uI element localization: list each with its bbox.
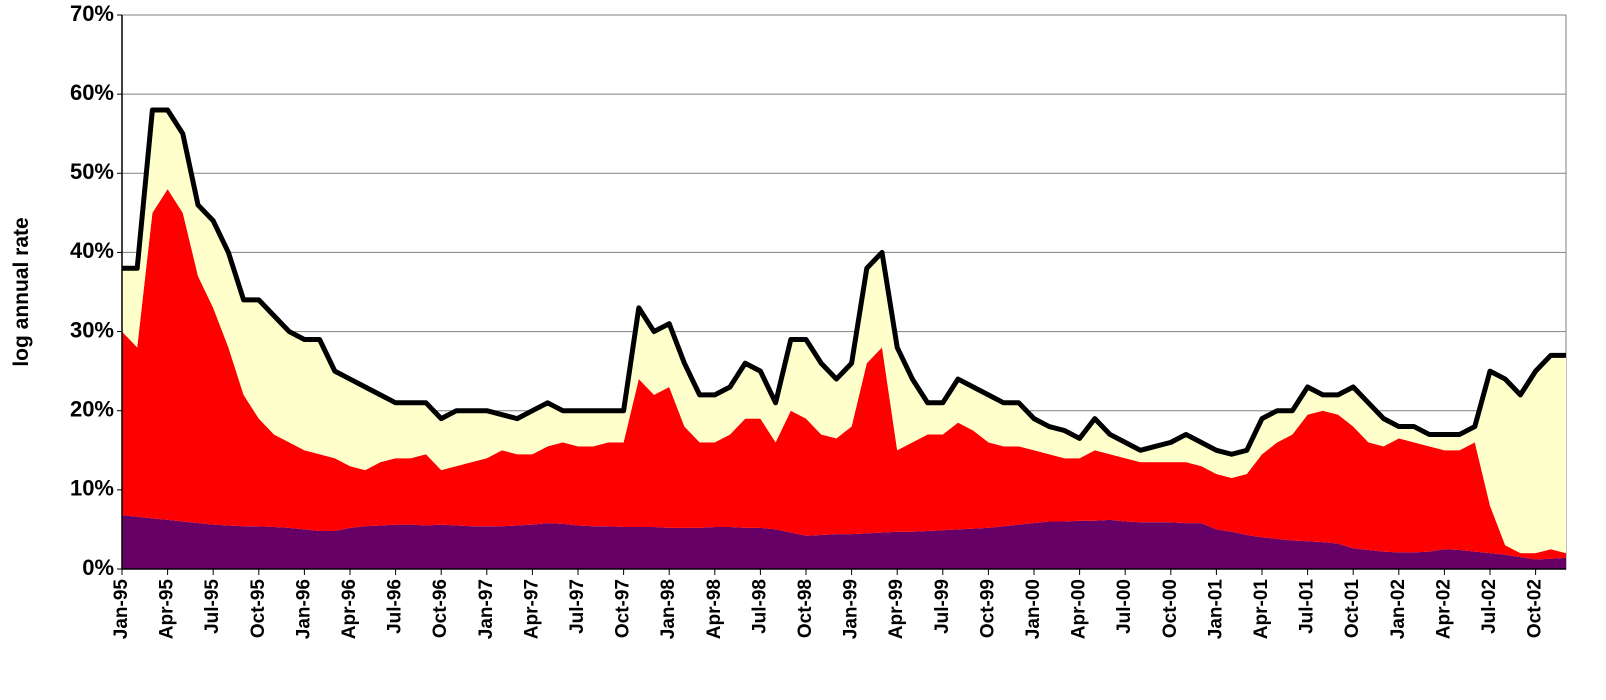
x-tick-label: Apr-02 [1433, 579, 1454, 639]
y-tick-label: 10% [70, 476, 114, 501]
x-tick-label: Oct-99 [977, 579, 998, 638]
total-line [122, 107, 1566, 457]
y-tick-label: 60% [70, 80, 114, 105]
y-axis-title: log annual rate [10, 217, 33, 366]
x-tick-label: Jul-99 [932, 579, 953, 634]
x-tick-label: Jan-95 [111, 579, 132, 640]
x-tick-label: Apr-95 [157, 579, 178, 640]
x-tick-label: Jul-97 [567, 579, 588, 634]
x-tick-label: Apr-97 [521, 579, 542, 639]
area-segment [122, 515, 1566, 569]
x-tick-label: Jan-01 [1205, 579, 1226, 640]
y-tick-label: 30% [70, 317, 114, 342]
y-tick-label: 50% [70, 159, 114, 184]
x-tick-label: Apr-99 [886, 579, 907, 639]
x-tick-label: Oct-00 [1160, 579, 1181, 638]
x-tick-label: Oct-98 [795, 579, 816, 638]
x-tick-label: Jan-97 [476, 579, 497, 639]
x-tick-label: Jan-98 [658, 579, 679, 639]
x-tick-label: Jan-00 [1023, 579, 1044, 639]
x-tick-label: Apr-98 [704, 579, 725, 639]
x-tick-label: Jul-96 [385, 579, 406, 634]
x-tick-label: Apr-96 [339, 579, 360, 639]
area-segment [122, 189, 1566, 560]
y-tick-label: 40% [70, 238, 114, 263]
x-tick-label: Jul-01 [1297, 579, 1318, 634]
y-tick-label: 20% [70, 397, 114, 422]
x-tick-label: Jul-02 [1479, 579, 1500, 634]
x-tick-label: Jan-96 [293, 579, 314, 639]
x-tick-label: Jan-99 [841, 579, 862, 639]
lines [122, 107, 1566, 457]
x-tick-label: Oct-02 [1525, 579, 1546, 638]
x-tick-label: Jan-02 [1388, 579, 1409, 639]
x-tick-label: Oct-01 [1342, 579, 1363, 639]
x-tick-label: Apr-00 [1069, 579, 1090, 639]
y-tick-label: 0% [82, 555, 114, 580]
x-tick-label: Jul-95 [202, 579, 223, 634]
x-tick-label: Jul-00 [1114, 579, 1135, 634]
x-tick-label: Oct-97 [613, 579, 634, 638]
y-tick-label: 70% [70, 1, 114, 26]
x-tick-label: Oct-95 [248, 579, 269, 639]
x-tick-label: Apr-01 [1251, 579, 1272, 640]
x-tick-label: Jul-98 [749, 579, 770, 634]
area-segment [122, 109, 1566, 554]
areas [122, 109, 1566, 569]
x-tick-label: Oct-96 [430, 579, 451, 638]
